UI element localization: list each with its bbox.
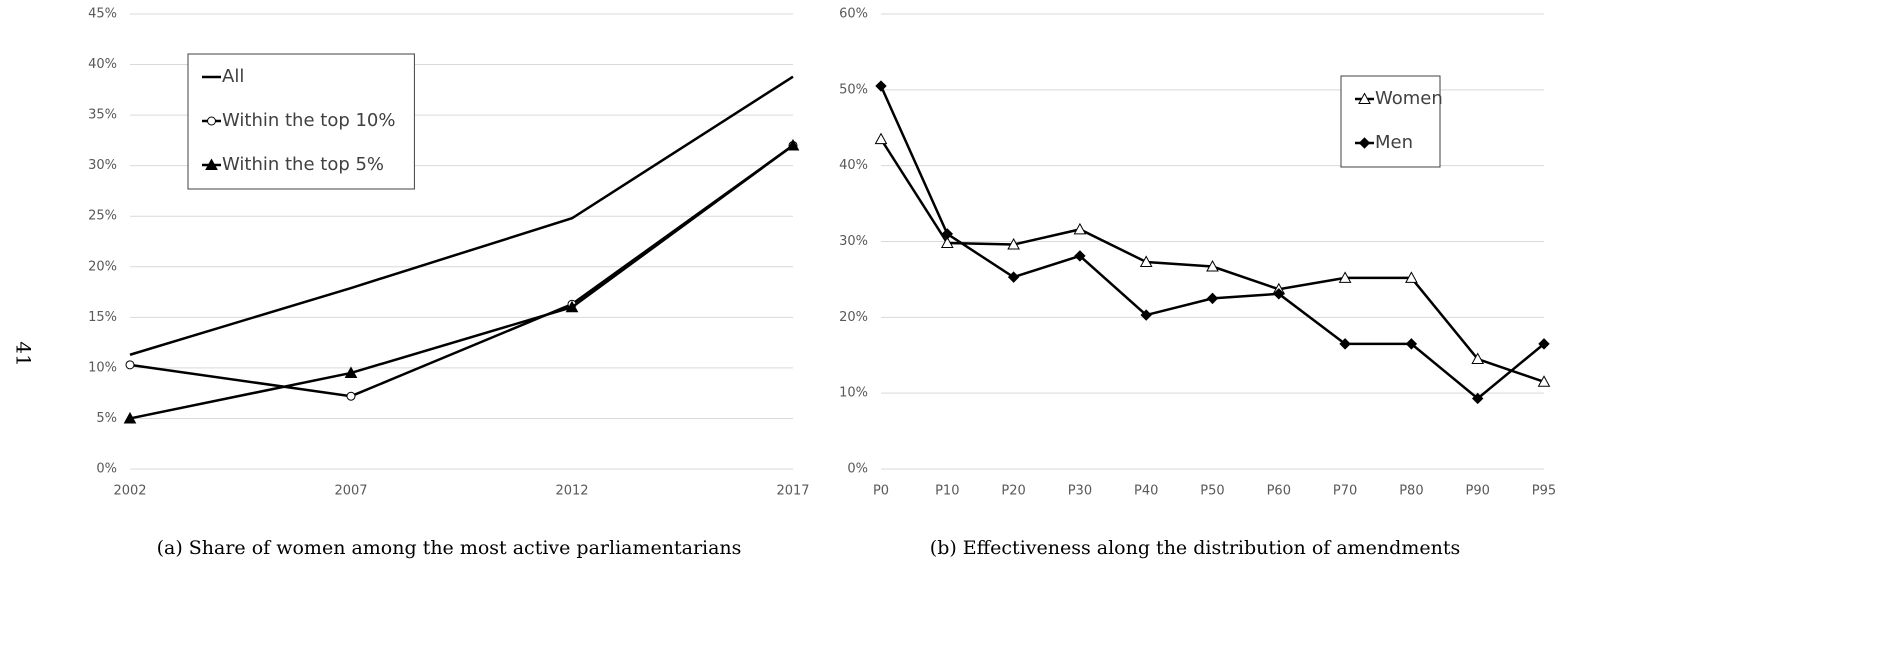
marker <box>1471 352 1485 365</box>
y-tick-label: 35% <box>88 108 117 123</box>
marker <box>565 300 579 313</box>
marker <box>941 228 954 240</box>
marker <box>123 411 137 424</box>
x-tick-label: P90 <box>1466 484 1490 499</box>
y-tick-label: 40% <box>839 158 868 173</box>
x-tick-label: 2012 <box>555 484 588 499</box>
y-tick-label: 0% <box>847 462 868 477</box>
marker <box>1358 92 1371 104</box>
caption: (a) Share of women among the most active… <box>157 537 742 559</box>
y-tick-label: 0% <box>96 462 117 477</box>
marker <box>1339 338 1351 350</box>
marker <box>1273 288 1285 300</box>
marker <box>1074 250 1086 262</box>
y-tick-label: 40% <box>88 57 117 72</box>
marker <box>874 132 888 145</box>
legend-label: Within the top 5% <box>222 154 384 175</box>
marker <box>1007 237 1020 250</box>
marker <box>1358 137 1371 149</box>
x-tick-label: P60 <box>1267 484 1291 499</box>
marker <box>1538 338 1550 350</box>
y-tick-label: 10% <box>839 386 868 401</box>
marker <box>125 360 135 370</box>
x-tick-label: P40 <box>1134 484 1158 499</box>
marker <box>1405 271 1418 283</box>
y-tick-label: 25% <box>88 209 117 224</box>
y-tick-label: 10% <box>88 360 117 375</box>
y-tick-label: 60% <box>839 7 868 22</box>
marker <box>786 138 800 151</box>
legend-label: Men <box>1375 132 1413 153</box>
series-line <box>129 144 794 420</box>
legend-label: All <box>222 66 244 87</box>
x-tick-label: P80 <box>1399 484 1423 499</box>
marker <box>344 366 358 378</box>
marker <box>346 391 356 401</box>
series-line <box>129 75 794 356</box>
marker <box>1139 255 1153 267</box>
y-tick-label: 50% <box>839 82 868 97</box>
x-tick-label: P30 <box>1068 484 1092 499</box>
legend-label: Within the top 10% <box>222 110 396 131</box>
legend-box <box>187 53 415 190</box>
marker <box>875 80 887 92</box>
legend-box <box>1340 75 1441 168</box>
x-tick-label: 2002 <box>113 484 146 499</box>
marker <box>1007 271 1020 283</box>
marker <box>1471 392 1484 405</box>
marker <box>207 116 216 126</box>
y-tick-label: 15% <box>88 310 117 325</box>
marker <box>940 236 954 249</box>
y-tick-label: 5% <box>96 411 117 426</box>
marker <box>1338 271 1352 283</box>
marker <box>1537 375 1551 387</box>
marker <box>205 158 218 170</box>
x-tick-label: P20 <box>1001 484 1025 499</box>
x-tick-label: P50 <box>1200 484 1224 499</box>
marker <box>1206 292 1219 305</box>
marker <box>1206 259 1219 272</box>
x-tick-label: P0 <box>873 484 889 499</box>
y-tick-label: 20% <box>839 310 868 325</box>
marker <box>1140 309 1152 321</box>
marker <box>1405 338 1418 350</box>
marker <box>1073 222 1087 235</box>
y-tick-label: 30% <box>88 158 117 173</box>
caption: (b) Effectiveness along the distribution… <box>930 537 1460 559</box>
y-tick-label: 45% <box>88 7 117 22</box>
page-number: 41 <box>12 341 36 366</box>
x-tick-label: 2017 <box>776 484 809 499</box>
x-tick-label: P10 <box>935 484 959 499</box>
x-tick-label: P95 <box>1532 484 1556 499</box>
x-tick-label: 2007 <box>334 484 367 499</box>
legend-label: Women <box>1375 88 1443 109</box>
x-tick-label: P70 <box>1333 484 1357 499</box>
y-tick-label: 20% <box>88 259 117 274</box>
y-tick-label: 30% <box>839 234 868 249</box>
